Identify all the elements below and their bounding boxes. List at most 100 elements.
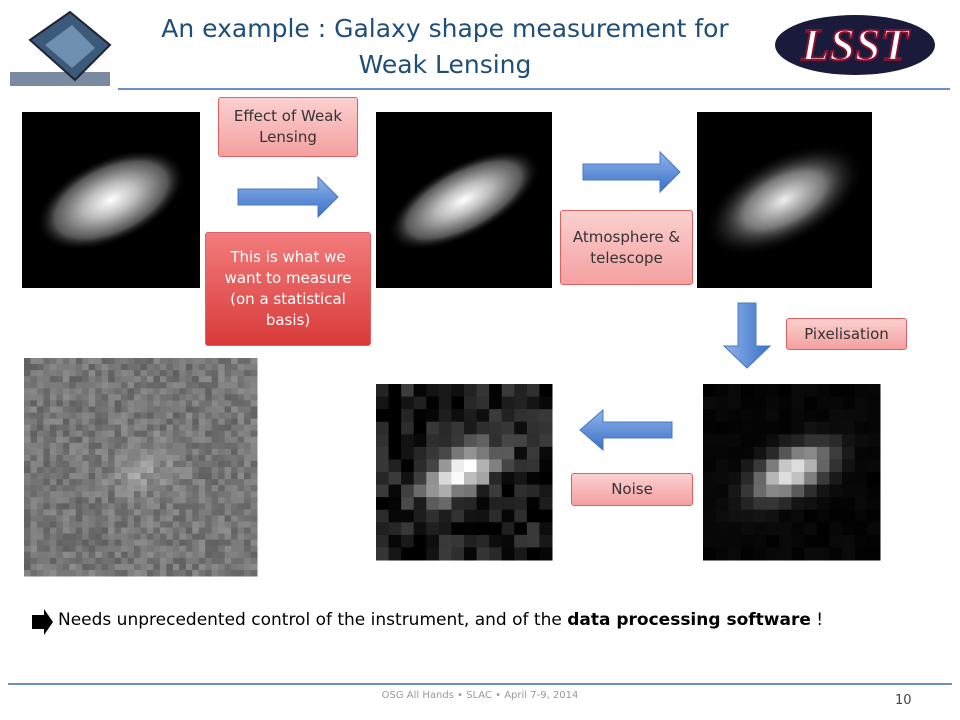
pixel — [250, 545, 258, 553]
pixel — [146, 569, 154, 577]
pixel — [49, 497, 57, 504]
pixel — [237, 539, 245, 547]
pixel — [842, 409, 856, 423]
pixel — [778, 534, 792, 548]
pixel — [49, 539, 57, 547]
pixel — [140, 358, 148, 365]
pixel — [539, 446, 553, 460]
pixel — [514, 459, 528, 473]
pixel — [250, 448, 258, 456]
faint-noisy-image — [24, 358, 258, 577]
pixel — [159, 521, 167, 529]
pixel — [376, 472, 390, 486]
pixel — [205, 521, 213, 529]
pixel — [388, 396, 402, 410]
pixel — [121, 557, 129, 565]
pixel — [75, 418, 83, 426]
pixel — [804, 547, 818, 561]
pixel — [185, 479, 193, 486]
pixel — [376, 547, 390, 561]
pixel — [218, 370, 226, 377]
pixel — [451, 534, 465, 548]
pixel — [56, 569, 64, 577]
pixel — [82, 557, 90, 565]
pixel — [185, 521, 193, 529]
pixel — [753, 446, 767, 460]
pixel — [30, 460, 38, 468]
pixel — [804, 534, 818, 548]
pixel — [854, 472, 868, 486]
pixel — [146, 364, 154, 371]
pixel — [134, 509, 141, 516]
pixel — [172, 539, 180, 547]
pixel — [198, 454, 206, 462]
pixel — [43, 539, 51, 547]
pixel — [114, 394, 122, 401]
pixel — [43, 485, 51, 492]
pixel — [829, 409, 843, 423]
pixel — [49, 454, 57, 462]
pixel — [121, 497, 129, 504]
pixel — [69, 406, 77, 413]
lsst-logo: LSST — [775, 15, 935, 75]
pixel — [192, 418, 200, 426]
pixel — [185, 400, 193, 407]
pixel — [134, 460, 141, 468]
pixel — [250, 376, 258, 383]
pixel — [127, 436, 135, 444]
pixel — [376, 497, 390, 511]
pixel — [224, 467, 232, 474]
pixel — [250, 467, 258, 474]
page-number: 10 — [895, 693, 912, 708]
pixel — [250, 442, 258, 450]
pixel — [166, 460, 174, 468]
pixel — [146, 521, 154, 529]
pixel — [95, 497, 103, 504]
pixel — [514, 522, 528, 536]
pixel — [166, 388, 174, 395]
pixel — [56, 467, 64, 474]
pixel — [539, 434, 553, 448]
pixel — [218, 382, 226, 389]
pixel — [69, 551, 77, 559]
pixel — [108, 515, 116, 522]
pixel — [49, 442, 57, 450]
pixel — [172, 442, 180, 450]
pixel — [24, 406, 31, 413]
pixel — [166, 400, 174, 407]
pixel — [753, 497, 767, 511]
pixel — [451, 522, 465, 536]
pixel — [778, 446, 792, 460]
pixel — [121, 545, 129, 553]
pixel — [114, 533, 122, 541]
pixel — [185, 497, 193, 504]
pixel — [159, 394, 167, 401]
pixel — [36, 467, 44, 474]
pixel — [36, 448, 44, 456]
pixel — [56, 394, 64, 401]
pixel — [211, 442, 219, 450]
pixel — [426, 547, 440, 561]
pixel — [62, 497, 70, 504]
pixel — [842, 384, 856, 398]
pixel — [740, 522, 755, 536]
pixel — [224, 454, 232, 462]
pixel — [218, 551, 226, 559]
pixel — [211, 551, 219, 559]
pixel — [401, 472, 415, 486]
pixel — [101, 569, 109, 577]
pixel — [514, 396, 528, 410]
pixel — [121, 551, 129, 559]
pixel — [250, 400, 258, 407]
pixel — [224, 551, 232, 559]
pixel — [388, 509, 402, 523]
pixel — [464, 434, 478, 448]
pixel — [829, 446, 843, 460]
pixel — [114, 358, 122, 365]
pixel — [56, 442, 64, 450]
pixel — [36, 491, 44, 498]
pixel — [250, 539, 258, 547]
pixel — [172, 551, 180, 559]
pixel — [153, 454, 161, 462]
pixel — [127, 454, 135, 462]
